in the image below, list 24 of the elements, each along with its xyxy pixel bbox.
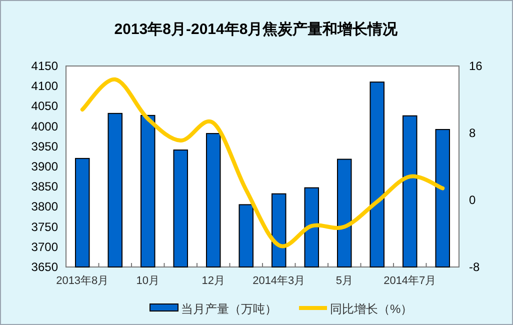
y-tick-label: 4100 [31,79,58,94]
x-tick-label: 2014年7月 [384,275,436,287]
y-tick-label: 3700 [31,240,58,254]
y-tick-label: 4000 [31,119,58,134]
y-tick-label: 4150 [31,59,58,73]
y-tick-label: 4050 [31,99,58,114]
legend-label: 同比增长（%） [330,302,413,316]
chart-title: 2013年8月-2014年8月焦炭产量和增长情况 [114,21,399,38]
y-tick-label: 3800 [31,200,58,214]
y2-tick-label: 0 [469,193,476,207]
x-tick-label: 12月 [202,275,225,287]
x-tick-label: 10月 [136,275,160,287]
y2-tick-label: -8 [469,260,480,274]
y-tick-label: 3850 [31,180,58,194]
y-tick-label: 3750 [31,220,58,234]
legend-label: 当月产量（万吨） [181,302,277,316]
y-tick-label: 3650 [31,260,58,274]
x-tick-label: 2014年3月 [252,275,306,287]
x-tick-label: 2013年8月 [56,275,109,287]
y-tick-label: 3950 [31,139,58,154]
x-tick-label: 5月 [336,275,353,287]
y-tick-label: 3900 [31,160,58,174]
y2-tick-label: 16 [469,59,483,73]
y2-tick-label: 8 [469,126,476,140]
